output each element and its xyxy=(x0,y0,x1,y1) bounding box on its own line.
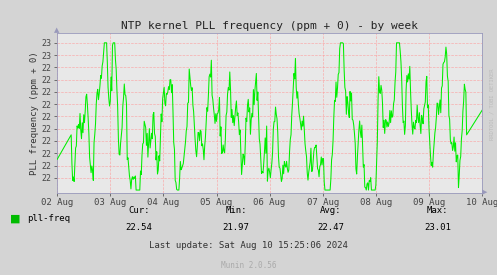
Text: ▶: ▶ xyxy=(482,189,488,196)
Text: Last update: Sat Aug 10 15:25:06 2024: Last update: Sat Aug 10 15:25:06 2024 xyxy=(149,241,348,249)
Text: 22.54: 22.54 xyxy=(126,223,153,232)
Text: RRDTOOL / TOBI OETIKER: RRDTOOL / TOBI OETIKER xyxy=(490,69,495,140)
Text: Munin 2.0.56: Munin 2.0.56 xyxy=(221,261,276,270)
Text: Min:: Min: xyxy=(225,206,247,215)
Text: Max:: Max: xyxy=(426,206,448,215)
Y-axis label: PLL frequency (ppm + 0): PLL frequency (ppm + 0) xyxy=(30,51,39,175)
Title: NTP kernel PLL frequency (ppm + 0) - by week: NTP kernel PLL frequency (ppm + 0) - by … xyxy=(121,21,418,31)
Text: 23.01: 23.01 xyxy=(424,223,451,232)
Text: Cur:: Cur: xyxy=(128,206,150,215)
Text: ■: ■ xyxy=(10,214,20,224)
Text: Avg:: Avg: xyxy=(320,206,341,215)
Text: ▲: ▲ xyxy=(55,27,60,33)
Text: 22.47: 22.47 xyxy=(317,223,344,232)
Text: 21.97: 21.97 xyxy=(223,223,249,232)
Text: pll-freq: pll-freq xyxy=(27,214,71,223)
